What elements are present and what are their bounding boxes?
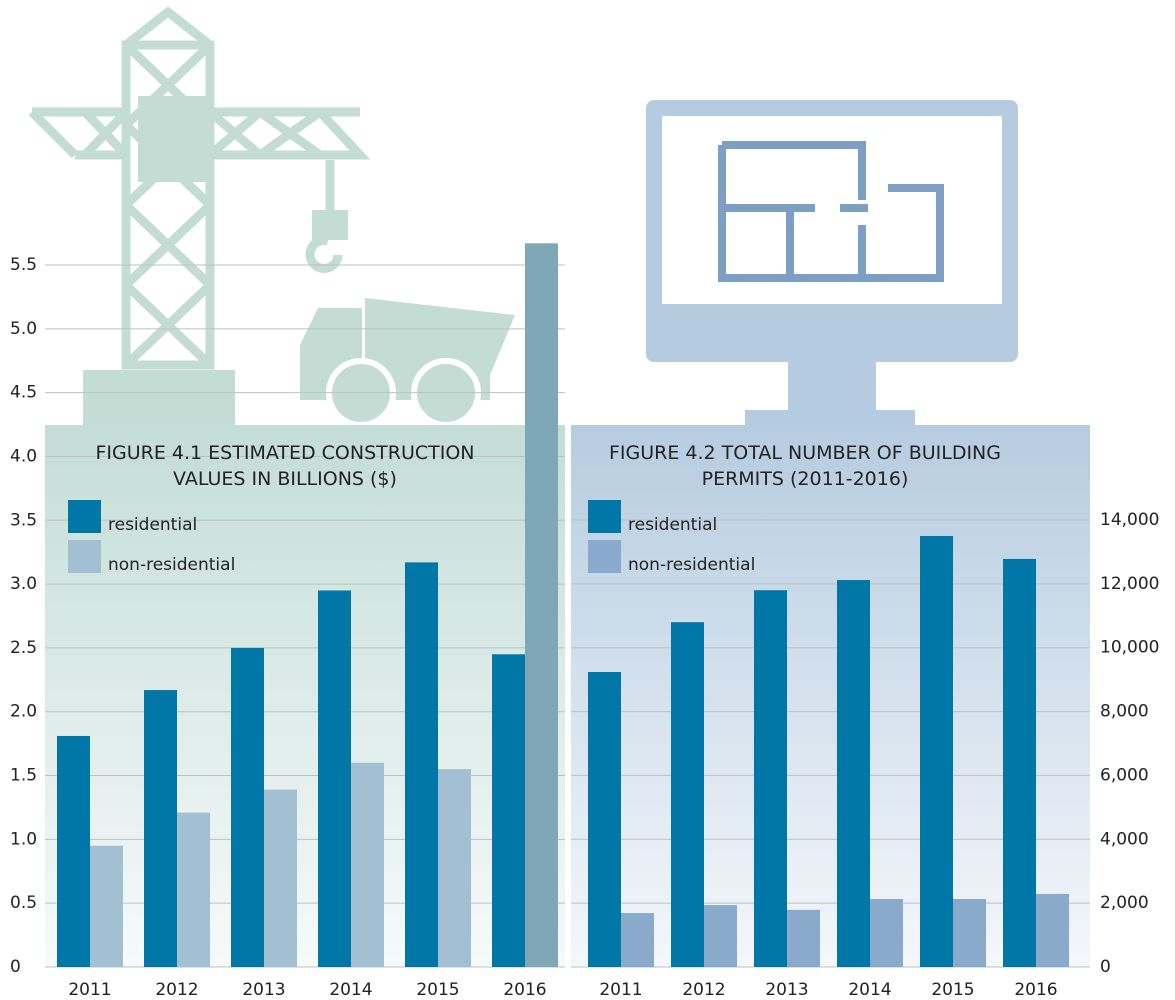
chart-title: FIGURE 4.2 TOTAL NUMBER OF BUILDING PERM… xyxy=(609,442,1001,490)
x-tick-label: 2014 xyxy=(329,980,372,1000)
bar xyxy=(953,898,986,967)
bar xyxy=(57,735,90,967)
y-tick-label: 4,000 xyxy=(1100,829,1149,849)
bar xyxy=(492,654,525,967)
y-tick-label: 2,000 xyxy=(1100,893,1149,913)
legend-swatch xyxy=(588,500,621,533)
legend-swatch xyxy=(588,540,621,573)
legend-label: non-residential xyxy=(108,555,235,575)
bar xyxy=(351,762,384,967)
bar xyxy=(264,789,297,967)
bar xyxy=(704,905,737,967)
bar xyxy=(438,769,471,967)
y-tick-label: 4.5 xyxy=(10,383,37,403)
x-tick-label: 2013 xyxy=(242,980,285,1000)
x-tick-label: 2015 xyxy=(416,980,459,1000)
bar xyxy=(318,590,351,967)
x-tick-label: 2011 xyxy=(599,980,642,1000)
x-tick-label: 2016 xyxy=(1014,980,1057,1000)
y-tick-label: 3.5 xyxy=(10,510,37,530)
crane-illustration xyxy=(28,6,371,370)
truck-illustration xyxy=(300,298,515,428)
bar xyxy=(754,590,787,967)
bar xyxy=(90,845,123,967)
y-tick-label: 0.5 xyxy=(10,893,37,913)
y-tick-label: 14,000 xyxy=(1100,510,1159,530)
bar xyxy=(920,535,953,967)
panel-background xyxy=(45,425,565,967)
bar xyxy=(231,647,264,967)
crane-cab xyxy=(138,96,210,182)
y-tick-label: 5.0 xyxy=(10,319,37,339)
y-tick-label: 8,000 xyxy=(1100,702,1149,722)
chart-title: FIGURE 4.1 ESTIMATED CONSTRUCTION VALUES… xyxy=(95,442,475,490)
monitor-illustration xyxy=(646,100,1018,430)
x-tick-label: 2014 xyxy=(848,980,891,1000)
crane-base xyxy=(83,370,235,430)
x-tick-label: 2015 xyxy=(931,980,974,1000)
bar xyxy=(870,898,903,967)
legend-swatch xyxy=(68,500,101,533)
y-tick-label: 5.5 xyxy=(10,255,37,275)
x-tick-label: 2013 xyxy=(765,980,808,1000)
legend-swatch xyxy=(68,540,101,573)
bar xyxy=(525,243,558,967)
bar xyxy=(405,562,438,967)
x-tick-label: 2012 xyxy=(155,980,198,1000)
legend-label: residential xyxy=(628,515,717,535)
bar xyxy=(671,622,704,967)
x-tick-label: 2016 xyxy=(503,980,546,1000)
y-tick-label: 10,000 xyxy=(1100,638,1159,658)
bar xyxy=(787,909,820,967)
bar xyxy=(177,812,210,967)
y-tick-label: 0 xyxy=(1100,957,1111,977)
bar xyxy=(837,580,870,967)
y-tick-label: 0 xyxy=(10,957,21,977)
legend-label: residential xyxy=(108,515,197,535)
y-tick-label: 2.0 xyxy=(10,702,37,722)
bar xyxy=(1003,558,1036,967)
bar xyxy=(588,671,621,967)
y-tick-label: 4.0 xyxy=(10,446,37,466)
crane-hook xyxy=(312,210,348,240)
y-tick-label: 6,000 xyxy=(1100,765,1149,785)
legend-label: non-residential xyxy=(628,555,755,575)
bar xyxy=(621,913,654,967)
x-tick-label: 2012 xyxy=(682,980,725,1000)
y-tick-label: 1.5 xyxy=(10,766,37,786)
x-tick-label: 2011 xyxy=(68,980,111,1000)
y-tick-label: 12,000 xyxy=(1100,574,1159,594)
y-tick-label: 2.5 xyxy=(10,638,37,658)
bar xyxy=(1036,893,1069,967)
bar xyxy=(144,690,177,967)
y-tick-label: 3.0 xyxy=(10,574,37,594)
y-tick-label: 1.0 xyxy=(10,829,37,849)
